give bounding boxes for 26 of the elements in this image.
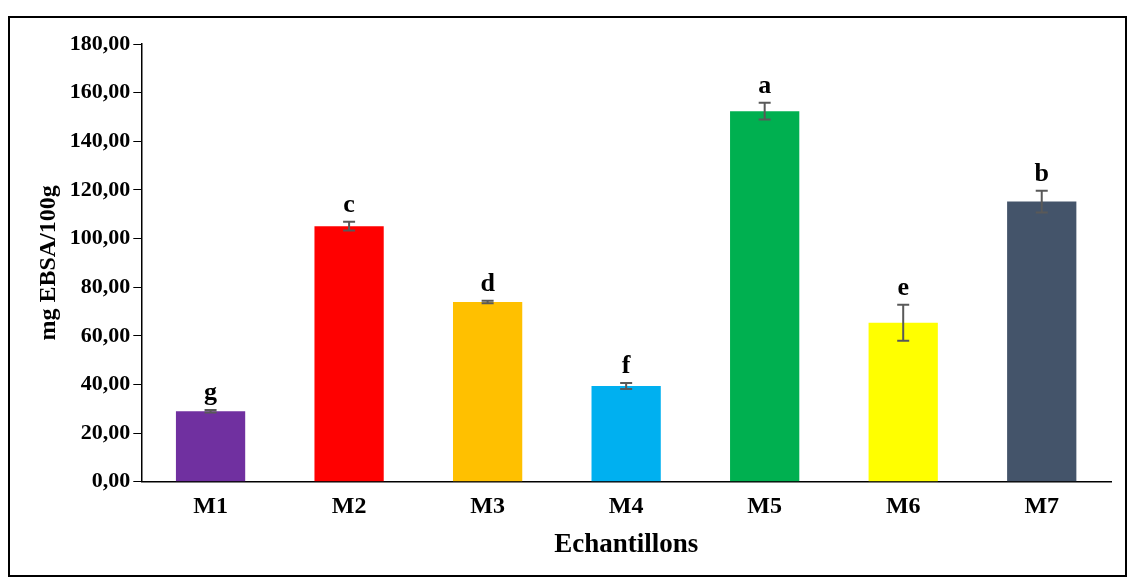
annotation: d bbox=[480, 267, 496, 297]
annotation: f bbox=[621, 350, 631, 380]
x-tick-label: M5 bbox=[747, 492, 783, 519]
x-tick-label: M3 bbox=[470, 492, 505, 519]
y-tick-label: 100,00 bbox=[69, 224, 131, 250]
x-tick-label: M7 bbox=[1024, 492, 1060, 519]
y-tick-label: 120,00 bbox=[69, 175, 131, 201]
x-axis-title: Echantillons bbox=[554, 527, 699, 558]
x-tick-label: M4 bbox=[608, 492, 644, 519]
annotation: b bbox=[1034, 157, 1049, 187]
y-tick-label: 40,00 bbox=[80, 370, 131, 396]
y-tick-label: 160,00 bbox=[69, 78, 131, 104]
annotation: c bbox=[343, 188, 355, 218]
x-tick-label: M1 bbox=[193, 492, 228, 519]
annotation: a bbox=[758, 69, 772, 99]
y-tick-label: 140,00 bbox=[69, 126, 131, 152]
y-axis-title: mg EBSA/100g bbox=[33, 185, 60, 341]
y-tick-label: 20,00 bbox=[80, 418, 131, 444]
x-tick-label: M2 bbox=[331, 492, 367, 519]
y-tick-label: 60,00 bbox=[80, 321, 131, 347]
y-tick-label: 80,00 bbox=[80, 272, 131, 298]
annotation: g bbox=[204, 377, 218, 407]
y-tick-label: 0,00 bbox=[91, 467, 131, 493]
y-tick-label: 180,00 bbox=[69, 29, 131, 55]
annotation: e bbox=[897, 271, 909, 301]
x-tick-label: M6 bbox=[885, 492, 921, 519]
